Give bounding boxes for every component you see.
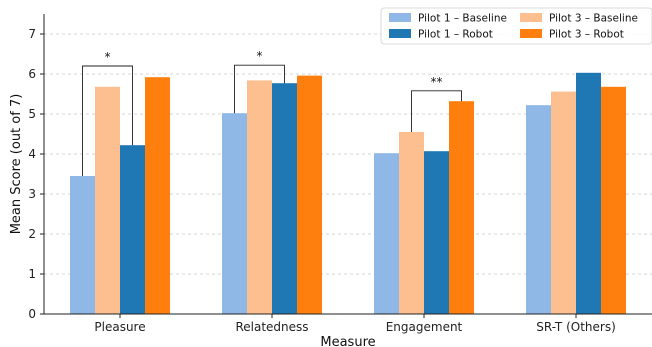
bar	[272, 83, 297, 314]
x-tick-label: Relatedness	[235, 320, 308, 334]
bar	[551, 91, 576, 314]
significance-label: **	[431, 75, 443, 89]
y-axis-title: Mean Score (out of 7)	[9, 94, 24, 235]
significance-label: *	[257, 49, 263, 63]
y-tick-label: 1	[28, 267, 36, 281]
bar	[424, 151, 449, 314]
legend-label: Pilot 1 – Robot	[418, 29, 493, 41]
legend-swatch	[389, 13, 411, 22]
legend: Pilot 1 – Baseline Pilot 1 – Robot Pilot 3…	[380, 7, 652, 45]
significance-label: *	[105, 50, 111, 64]
bar	[601, 86, 626, 314]
significance-bracket	[411, 90, 462, 132]
y-tick-label: 2	[28, 227, 36, 241]
x-tick-label: Pleasure	[94, 320, 145, 334]
bar	[145, 77, 170, 314]
y-tick-label: 0	[28, 307, 36, 321]
significance-bracket	[82, 65, 133, 176]
bar-layer	[70, 72, 626, 315]
bar	[222, 113, 247, 314]
bar	[297, 75, 322, 314]
bar	[120, 145, 145, 314]
y-tick-label: 7	[28, 27, 36, 41]
legend-swatch	[520, 29, 542, 38]
bar	[374, 153, 399, 314]
bar	[576, 72, 601, 314]
y-tick-label: 5	[28, 107, 36, 121]
y-tick-label: 4	[28, 147, 36, 161]
legend-label: Pilot 3 – Baseline	[549, 13, 638, 25]
bar	[95, 86, 120, 314]
bar	[526, 105, 551, 314]
legend-box	[380, 7, 652, 45]
significance-bracket	[234, 64, 285, 114]
bar	[247, 80, 272, 315]
y-tick-label: 6	[28, 67, 36, 81]
significance-layer: * ***	[82, 49, 462, 176]
bar	[399, 132, 424, 314]
axis-layer: 0 1 2 3 4 5 6 7 Pleasure Relatedness Engagement SR-…	[28, 14, 652, 334]
bar	[449, 101, 474, 314]
x-axis-title: Measure	[320, 335, 375, 347]
bar	[70, 176, 95, 314]
legend-swatch	[520, 13, 542, 22]
x-tick-label: Engagement	[386, 320, 463, 334]
y-tick-label: 3	[28, 187, 36, 201]
x-tick-label: SR-T (Others)	[536, 320, 616, 334]
legend-label: Pilot 3 – Robot	[549, 29, 624, 41]
legend-swatch	[389, 29, 411, 38]
legend-label: Pilot 1 – Baseline	[418, 13, 507, 25]
